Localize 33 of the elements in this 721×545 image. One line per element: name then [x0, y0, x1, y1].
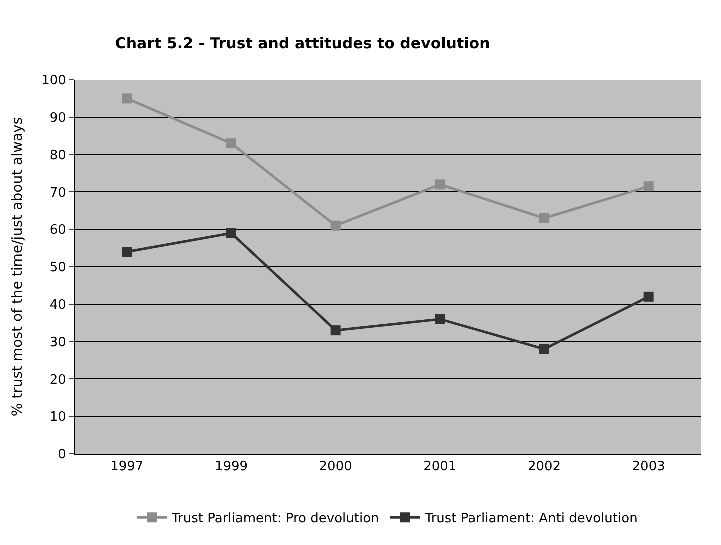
point	[330, 220, 341, 231]
x-tick-label: 1997	[110, 460, 144, 475]
y-tick-label: 70	[50, 186, 66, 201]
y-tick-label: 50	[50, 260, 66, 276]
x-tick-label: 2003	[632, 460, 666, 475]
x-tick-label: 2002	[528, 460, 562, 475]
x-tick-label: 2000	[319, 460, 352, 475]
chart-title: Chart 5.2 - Trust and attitudes to devolution	[115, 34, 490, 53]
point	[435, 314, 446, 324]
point	[540, 344, 550, 354]
y-axis-title: % trust most of the time/just about always	[10, 117, 26, 417]
y-tick-label: 100	[42, 74, 66, 89]
y-tick-label: 30	[50, 335, 66, 350]
legend-label: Trust Parliament: Pro devolution	[171, 512, 380, 527]
point	[122, 247, 132, 258]
point	[435, 180, 446, 190]
point	[122, 94, 132, 104]
y-tick-label: 0	[58, 448, 66, 463]
point	[540, 213, 550, 224]
point	[226, 228, 236, 238]
legend-label: Trust Parliament: Anti devolution	[424, 512, 638, 527]
x-tick-label: 1999	[214, 460, 248, 475]
y-tick-label: 90	[50, 110, 66, 126]
point	[330, 326, 341, 336]
y-tick-label: 80	[50, 148, 66, 164]
y-tick-label: 60	[50, 223, 66, 238]
point	[644, 182, 654, 192]
point	[644, 292, 654, 302]
y-tick-label: 20	[50, 372, 66, 388]
y-tick-label: 40	[50, 298, 66, 313]
x-tick-label: 2001	[424, 460, 457, 475]
y-tick-label: 10	[50, 410, 66, 426]
point	[226, 138, 236, 149]
